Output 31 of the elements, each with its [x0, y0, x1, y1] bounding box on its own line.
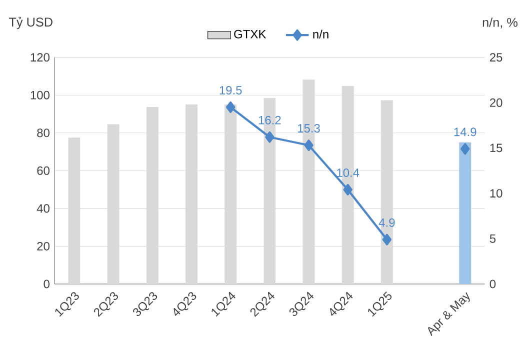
y-tick-label: 80 — [37, 128, 50, 138]
y-tick-label: 120 — [30, 53, 50, 62]
y-tick-label: 60 — [37, 166, 50, 175]
y2-tick-label: 15 — [490, 144, 502, 152]
point — [460, 143, 470, 155]
y-tick-label: 40 — [36, 204, 50, 213]
point — [304, 140, 314, 152]
point — [382, 234, 392, 246]
y-tick-label: 100 — [30, 90, 50, 100]
y2-axis-title: n/n, % — [482, 18, 518, 28]
x-tick-label: Apr & May — [428, 292, 470, 336]
y2-tick-label: 25 — [490, 53, 502, 62]
y-tick-label: 0 — [44, 280, 50, 288]
data-label: 19.5 — [220, 86, 242, 94]
y-tick-label: 20 — [37, 242, 50, 250]
legend-label: GTXK — [234, 30, 266, 38]
y2-tick-label: 0 — [490, 280, 496, 288]
point — [226, 101, 236, 113]
y2-tick-label: 5 — [490, 234, 496, 243]
y2-tick-label: 20 — [490, 98, 502, 107]
data-label: 15.3 — [298, 124, 320, 133]
data-label: 10.4 — [337, 168, 360, 177]
data-label: 14.9 — [454, 128, 476, 136]
bar — [459, 142, 472, 284]
data-label: 4.9 — [378, 218, 395, 227]
y-axis-title: Tỷ USD — [9, 16, 52, 30]
point — [343, 184, 352, 196]
data-label: 16.2 — [258, 116, 281, 124]
y2-tick-label: 10 — [490, 189, 502, 198]
legend-label: n/n — [313, 30, 328, 39]
point — [265, 131, 274, 143]
